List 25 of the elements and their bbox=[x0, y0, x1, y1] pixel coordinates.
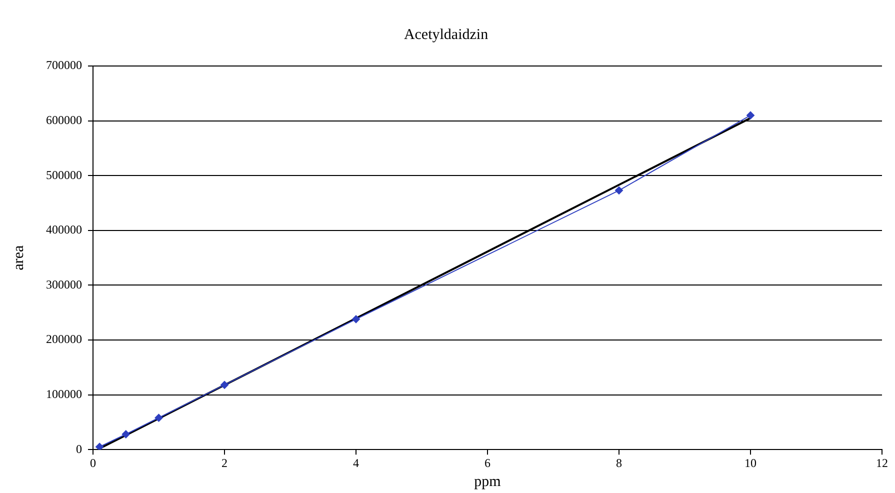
x-tick-label: 2 bbox=[222, 456, 228, 470]
y-tick-label: 500000 bbox=[46, 168, 82, 182]
x-tick-label: 10 bbox=[744, 456, 756, 470]
x-axis-title: ppm bbox=[474, 474, 502, 490]
chart-title: Acetyldaidzin bbox=[404, 26, 489, 43]
y-tick-label: 700000 bbox=[46, 58, 82, 72]
point bbox=[96, 442, 104, 450]
y-tick-label: 200000 bbox=[46, 332, 82, 346]
x-tick-label: 12 bbox=[876, 456, 888, 470]
y-tick-label: 600000 bbox=[46, 112, 82, 127]
point bbox=[220, 380, 228, 389]
point bbox=[615, 186, 623, 194]
y-axis-title: area bbox=[10, 244, 27, 270]
point bbox=[122, 430, 130, 438]
y-tick-label: 0 bbox=[76, 442, 82, 456]
point bbox=[352, 315, 360, 324]
y-tick-label: 400000 bbox=[46, 222, 82, 237]
x-tick-label: 8 bbox=[616, 456, 622, 470]
y-tick-label: 300000 bbox=[46, 277, 82, 292]
point bbox=[154, 414, 163, 422]
point bbox=[746, 111, 754, 120]
x-tick-label: 4 bbox=[353, 456, 359, 470]
x-tick-label: 6 bbox=[484, 456, 490, 470]
x-tick-label: 0 bbox=[90, 456, 96, 470]
y-tick-label: 100000 bbox=[46, 386, 82, 401]
